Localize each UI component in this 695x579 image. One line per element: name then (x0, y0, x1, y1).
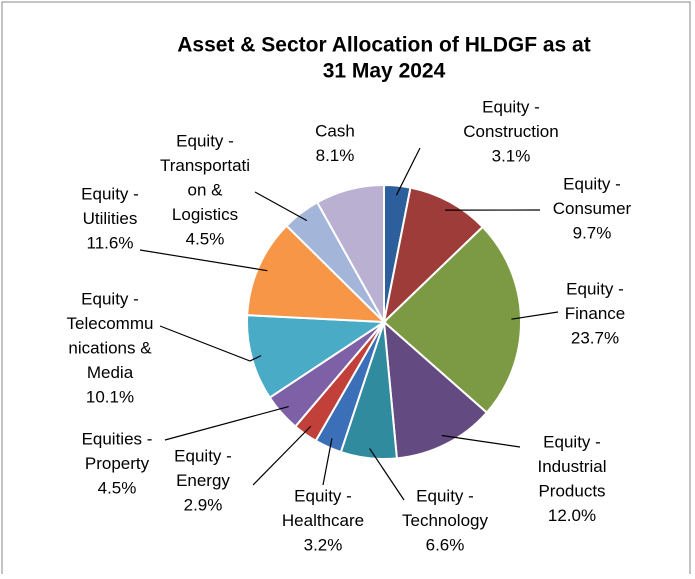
category-label: Transportati (160, 156, 250, 175)
category-label: Equity - (566, 279, 624, 298)
category-label: Media (87, 363, 134, 382)
value-label: 10.1% (86, 387, 134, 406)
value-label: 3.2% (304, 535, 343, 554)
category-label: Products (538, 481, 605, 500)
category-label: Equity - (81, 184, 139, 203)
category-label: Technology (402, 511, 489, 530)
category-label: Equity - (176, 131, 234, 150)
chart-title: 31 May 2024 (323, 60, 446, 83)
category-label: Construction (463, 122, 558, 141)
value-label: 6.6% (426, 535, 465, 554)
category-label: Equity - (563, 174, 621, 193)
category-label: Cash (315, 121, 355, 140)
category-label: Healthcare (282, 511, 364, 530)
category-label: Industrial (538, 457, 607, 476)
chart-title: Asset & Sector Allocation of HLDGF as at (177, 34, 590, 57)
category-label: Property (85, 454, 150, 473)
category-label: Energy (176, 471, 230, 490)
category-label: Logistics (172, 205, 238, 224)
category-label: Equity - (543, 432, 601, 451)
category-label: Equity - (482, 97, 540, 116)
value-label: 8.1% (316, 146, 355, 165)
value-label: 4.5% (186, 229, 225, 248)
category-label: Telecommu (67, 314, 154, 333)
category-label: Equity - (174, 446, 232, 465)
category-label: on & (188, 180, 224, 199)
value-label: 3.1% (492, 146, 531, 165)
value-label: 2.9% (184, 495, 223, 514)
value-label: 9.7% (573, 223, 612, 242)
category-label: Utilities (83, 209, 138, 228)
value-label: 4.5% (98, 478, 137, 497)
category-label: Equity - (416, 486, 474, 505)
category-label: Finance (565, 304, 625, 323)
category-label: Equity - (294, 486, 352, 505)
category-label: nications & (68, 338, 152, 357)
value-label: 12.0% (548, 506, 596, 525)
category-label: Equity - (81, 289, 139, 308)
category-label: Consumer (553, 199, 632, 218)
category-label: Equities - (82, 429, 153, 448)
value-label: 11.6% (87, 233, 134, 252)
value-label: 23.7% (571, 328, 619, 347)
